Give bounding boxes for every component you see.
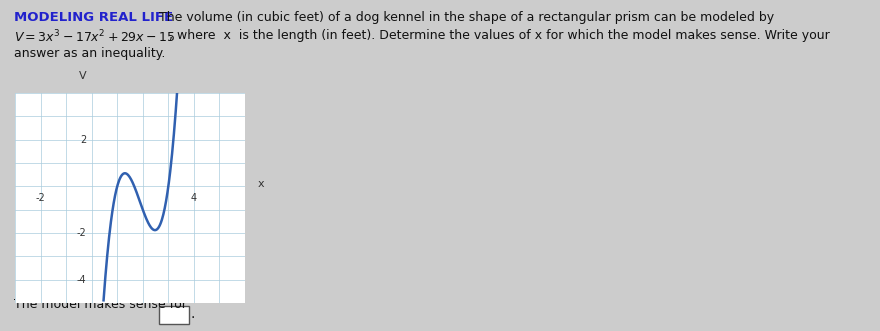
Text: $V=3x^3-17x^2+29x-15$: $V=3x^3-17x^2+29x-15$ [14,29,175,46]
Text: The model makes sense for: The model makes sense for [14,298,187,311]
Text: x: x [258,179,264,189]
Text: -2: -2 [77,228,86,238]
Text: 4: 4 [191,193,197,203]
Text: The volume (in cubic feet) of a dog kennel in the shape of a rectangular prism c: The volume (in cubic feet) of a dog kenn… [155,11,774,24]
Text: -4: -4 [77,275,86,285]
FancyBboxPatch shape [159,306,189,324]
Text: answer as an inequality.: answer as an inequality. [14,47,165,60]
Text: 2: 2 [80,135,86,145]
Text: MODELING REAL LIFE: MODELING REAL LIFE [14,11,173,24]
Text: -2: -2 [36,193,46,203]
Text: .: . [191,307,195,321]
Text: , where  x  is the length (in feet). Determine the values of x for which the mod: , where x is the length (in feet). Deter… [165,29,830,42]
Text: V: V [79,71,86,81]
